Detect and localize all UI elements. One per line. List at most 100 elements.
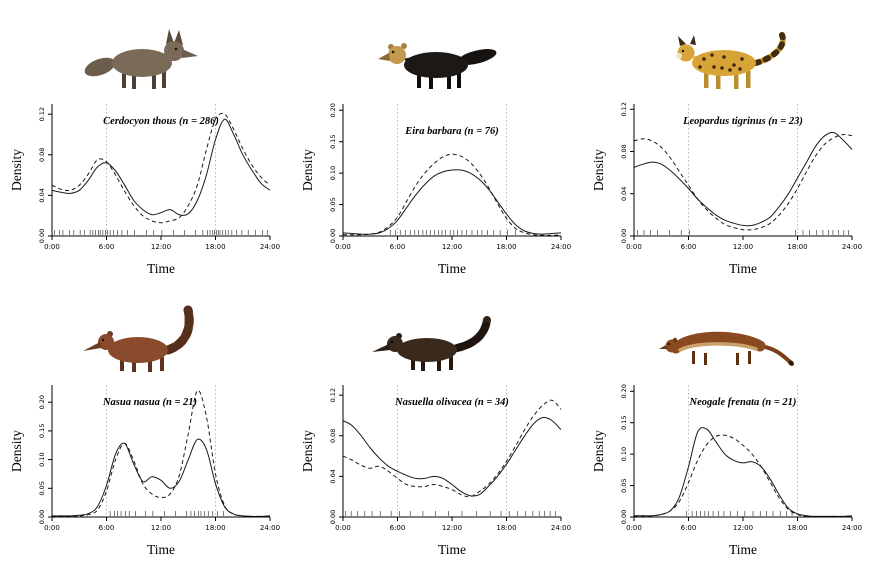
svg-text:0.20: 0.20 (329, 103, 337, 117)
svg-text:0.15: 0.15 (329, 134, 337, 148)
svg-text:0:00: 0:00 (44, 524, 60, 532)
svg-text:0:00: 0:00 (626, 243, 642, 251)
oncilla-icon (675, 31, 786, 89)
plot-title: Nasua nasua (n = 21) (102, 397, 197, 408)
nasua-nasua-illustration (70, 303, 220, 375)
eira-barbara-illustration (361, 22, 511, 94)
svg-text:12:00: 12:00 (151, 524, 171, 532)
x-axis-label: Time (147, 261, 175, 276)
leopardus-tigrinus-illustration (652, 22, 802, 94)
svg-text:0.15: 0.15 (620, 415, 628, 429)
panel-nasuella-olivacea: 0:00 6:00 12:00 18:00 24:00 0.00 0.04 0.08 0.12 … (291, 282, 582, 563)
svg-text:18:00: 18:00 (787, 243, 807, 251)
density-plot-nasuella-olivacea: 0:00 6:00 12:00 18:00 24:000.000.040.080.12 … (301, 385, 571, 557)
y-axis-label: Density (301, 148, 315, 190)
svg-text:0.10: 0.10 (329, 165, 337, 179)
svg-text:0.20: 0.20 (620, 384, 628, 398)
svg-text:18:00: 18:00 (496, 243, 516, 251)
svg-text:0.08: 0.08 (329, 429, 337, 443)
svg-text:0.04: 0.04 (38, 188, 46, 202)
svg-text:0:00: 0:00 (44, 243, 60, 251)
y-axis-label: Density (10, 148, 24, 190)
svg-text:0.10: 0.10 (620, 447, 628, 461)
svg-text:24:00: 24:00 (551, 243, 571, 251)
plot-title: Eira barbara (n = 76) (404, 126, 499, 137)
svg-text:0.05: 0.05 (329, 197, 337, 211)
svg-text:0.12: 0.12 (38, 106, 46, 120)
x-axis-label: Time (729, 261, 757, 276)
svg-text:0.00: 0.00 (38, 510, 46, 524)
svg-text:0.20: 0.20 (38, 395, 46, 409)
svg-text:0:00: 0:00 (335, 524, 351, 532)
svg-text:24:00: 24:00 (260, 524, 280, 532)
y-axis-label: Density (592, 148, 606, 190)
nasuella-olivacea-illustration (361, 303, 511, 375)
svg-text:24:00: 24:00 (842, 243, 862, 251)
svg-text:12:00: 12:00 (442, 524, 462, 532)
tayra-icon (377, 42, 497, 89)
svg-text:24:00: 24:00 (551, 524, 571, 532)
svg-text:18:00: 18:00 (496, 524, 516, 532)
mountain-coati-icon (371, 316, 491, 371)
long-tailed-weasel-icon (658, 331, 794, 366)
x-axis-label: Time (147, 542, 175, 557)
svg-text:0.12: 0.12 (329, 388, 337, 402)
density-plot-leopardus-tigrinus: 0:00 6:00 12:00 18:00 24:000.000.040.080.12 … (592, 102, 862, 276)
y-axis-label: Density (10, 430, 24, 472)
coati-icon (83, 305, 194, 372)
svg-text:12:00: 12:00 (151, 243, 171, 251)
svg-text:0.00: 0.00 (38, 228, 46, 242)
x-axis-label: Time (729, 542, 757, 557)
svg-text:6:00: 6:00 (390, 243, 406, 251)
svg-text:24:00: 24:00 (260, 243, 280, 251)
svg-text:0.04: 0.04 (620, 186, 628, 200)
density-plot-cerdocyon-thous: 0:00 6:00 12:00 18:00 24:000.000.040.080.12 … (10, 103, 280, 276)
plot-title: Neogale frenata (n = 21) (688, 397, 796, 408)
svg-text:6:00: 6:00 (99, 524, 115, 532)
panel-nasua-nasua: 0:00 6:00 12:00 18:00 24:00 0.00 0.05 0.10 0.15 0… (0, 282, 291, 563)
x-axis-label: Time (438, 542, 466, 557)
svg-text:0.00: 0.00 (620, 228, 628, 242)
svg-text:6:00: 6:00 (680, 243, 696, 251)
svg-text:0.00: 0.00 (329, 228, 337, 242)
svg-text:0.08: 0.08 (38, 147, 46, 161)
svg-text:24:00: 24:00 (842, 524, 862, 532)
svg-text:12:00: 12:00 (733, 243, 753, 251)
density-plot-neogale-frenata: 0:00 6:00 12:00 18:00 24:00 0.00 0.05 0.10 0.15 0… (592, 384, 862, 557)
crab-eating-fox-icon (85, 28, 199, 89)
panel-leopardus-tigrinus: 0:00 6:00 12:00 18:00 24:00 0.00 0.04 0.08 0.12 … (581, 0, 872, 282)
svg-text:0.05: 0.05 (620, 478, 628, 492)
y-axis-label: Density (301, 430, 315, 472)
svg-text:6:00: 6:00 (390, 524, 406, 532)
svg-text:6:00: 6:00 (680, 524, 696, 532)
plot-title: Cerdocyon thous (n = 286) (103, 116, 219, 127)
svg-text:0.08: 0.08 (620, 144, 628, 158)
plot-title: Leopardus tigrinus (n = 23) (682, 116, 803, 127)
svg-text:6:00: 6:00 (99, 243, 115, 251)
neogale-frenata-illustration (652, 303, 802, 375)
density-plot-eira-barbara: 0:00 6:00 12:00 18:00 24:00 0.00 0.05 0.10 0.15 0… (301, 103, 571, 276)
svg-text:0.05: 0.05 (38, 481, 46, 495)
svg-text:0.10: 0.10 (38, 452, 46, 466)
panel-eira-barbara: 0:00 6:00 12:00 18:00 24:00 0.00 0.05 0.10 0.15 0… (291, 0, 582, 282)
svg-text:0.12: 0.12 (620, 102, 628, 116)
panel-neogale-frenata: 0:00 6:00 12:00 18:00 24:00 0.00 0.05 0.10 0.15 0… (581, 282, 872, 563)
svg-text:0:00: 0:00 (626, 524, 642, 532)
svg-text:0.04: 0.04 (329, 469, 337, 483)
y-axis-label: Density (592, 430, 606, 472)
x-axis-label: Time (438, 261, 466, 276)
svg-text:18:00: 18:00 (206, 243, 226, 251)
cerdocyon-thous-illustration (70, 22, 220, 94)
svg-text:0:00: 0:00 (335, 243, 351, 251)
svg-text:18:00: 18:00 (206, 524, 226, 532)
svg-text:12:00: 12:00 (733, 524, 753, 532)
svg-text:0.00: 0.00 (329, 510, 337, 524)
svg-text:0.00: 0.00 (620, 510, 628, 524)
svg-text:18:00: 18:00 (787, 524, 807, 532)
panel-cerdocyon-thous: 0:00 6:00 12:00 18:00 24:00 0.00 0.04 0.08 0.12 … (0, 0, 291, 282)
density-plot-nasua-nasua: 0:00 6:00 12:00 18:00 24:00 0.00 0.05 0.10 0.15 0… (10, 385, 280, 557)
plot-title: Nasuella olivacea (n = 34) (394, 397, 509, 408)
svg-text:12:00: 12:00 (442, 243, 462, 251)
svg-text:0.15: 0.15 (38, 424, 46, 438)
